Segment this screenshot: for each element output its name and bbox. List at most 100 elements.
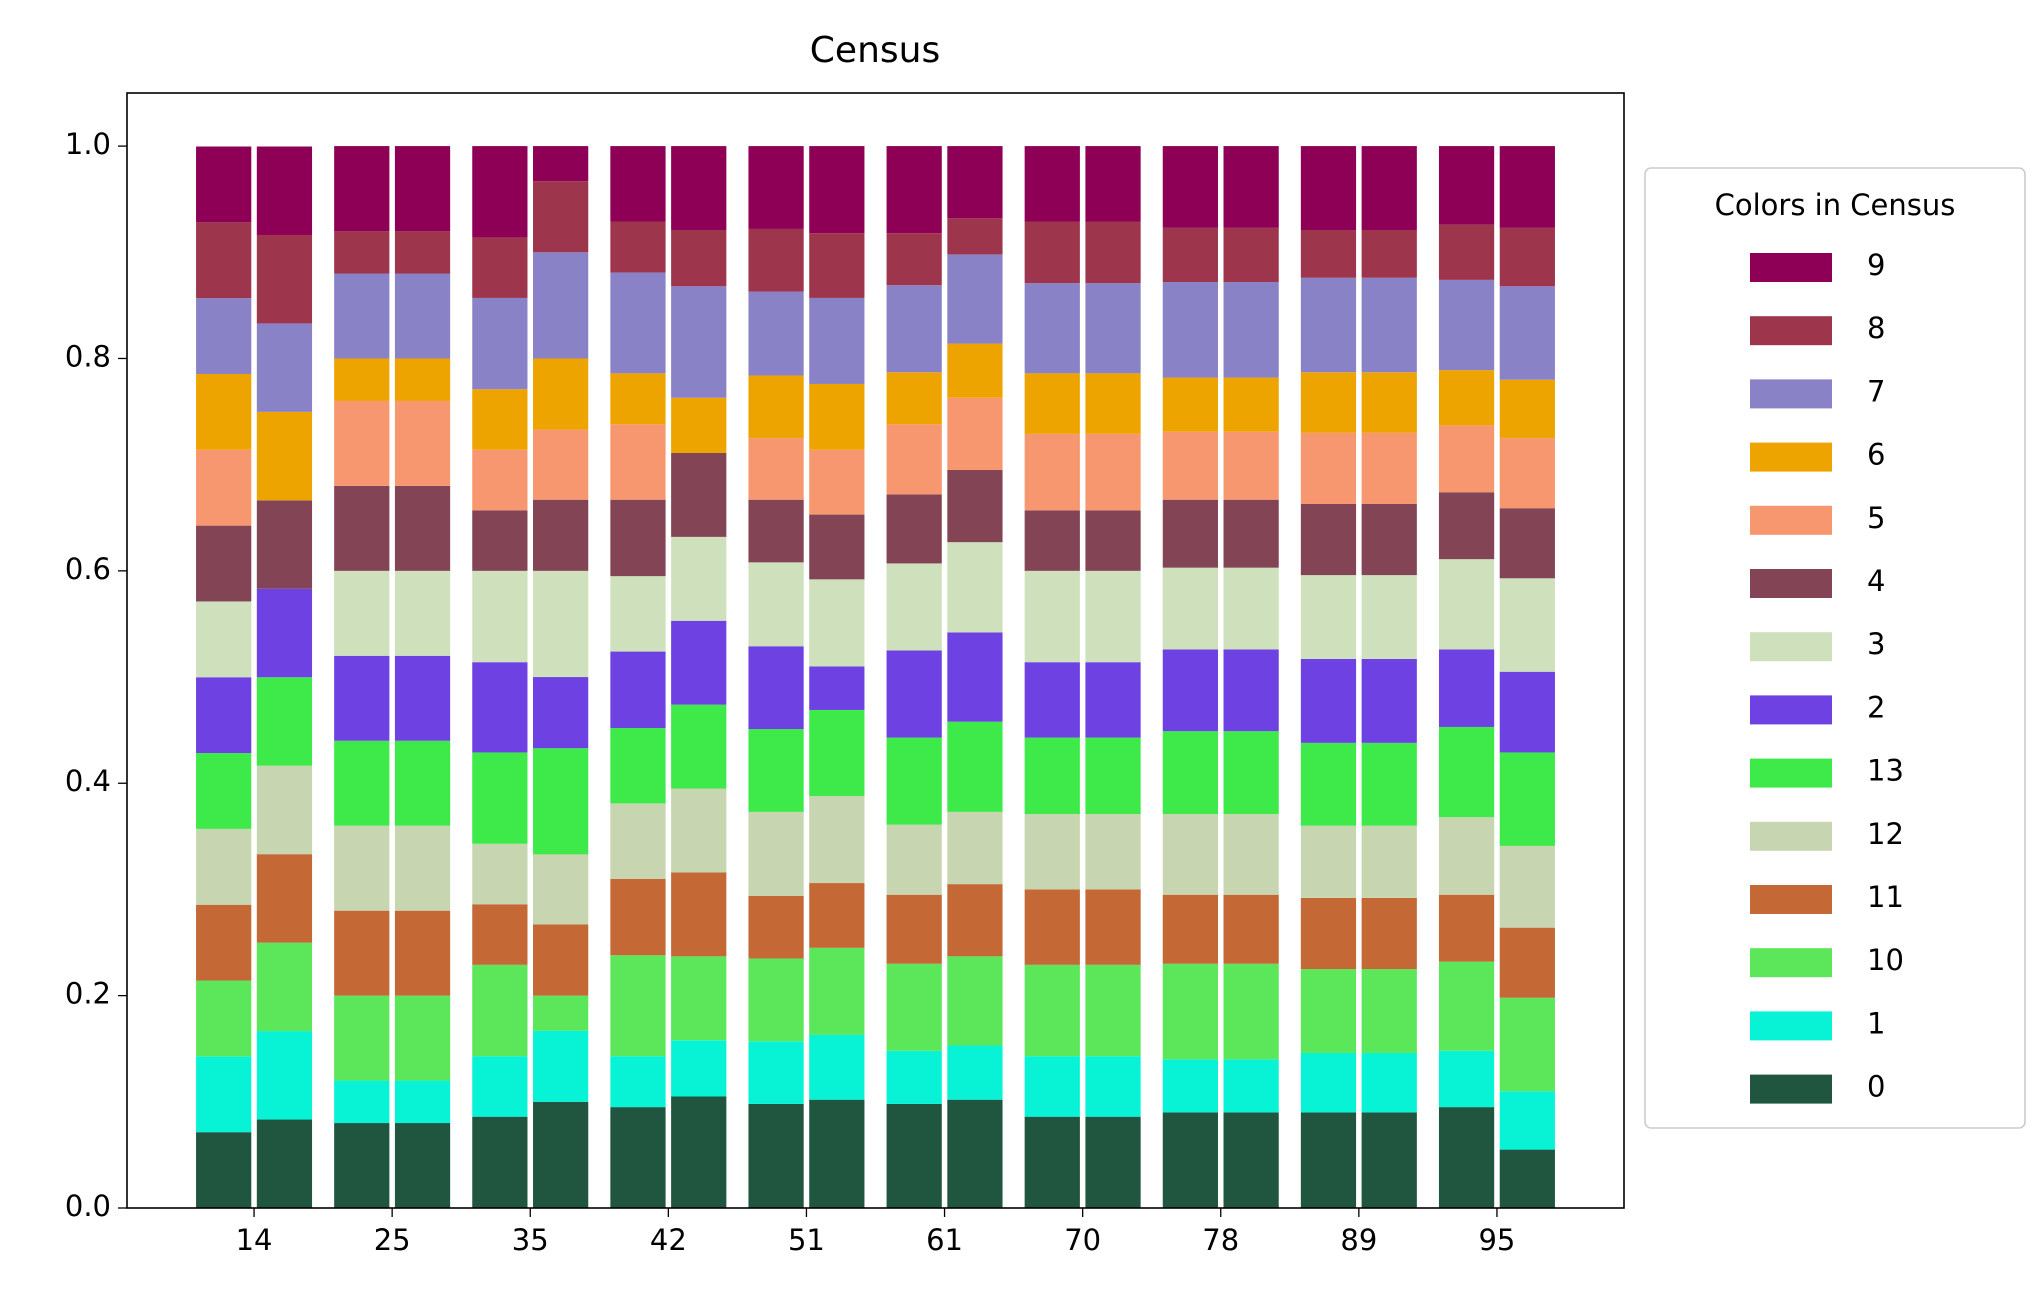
legend-label: 6 [1867,438,1885,472]
bar-segment [1085,1116,1141,1208]
x-tick-label: 89 [1340,1223,1377,1257]
plot-area [196,146,1555,1208]
bar-segment [809,795,865,884]
x-tick-label: 61 [926,1223,963,1257]
legend-box [1644,167,2026,1129]
bar-segment [1085,570,1141,663]
bar-segment [886,146,942,234]
bar-segment [1085,964,1141,1057]
bar-segment [886,650,942,738]
bar-segment [1024,889,1080,965]
bar-segment [1300,146,1357,230]
legend-label: 1 [1867,1006,1885,1040]
bar-segment [1499,1091,1555,1150]
bar-segment [1162,567,1218,650]
bar-segment [1223,963,1279,1060]
bar-segment [334,1123,390,1208]
bar-segment [610,803,666,879]
bar-segment [947,146,1003,219]
bar-segment [809,666,865,710]
bar-segment [394,400,451,486]
bar-segment [256,765,313,855]
bar-segment [1024,1056,1080,1117]
bar-segment [472,904,528,965]
legend-swatch [1750,885,1832,914]
bar-segment [748,438,804,500]
bar-segment [1499,508,1555,579]
bar-segment [947,254,1003,344]
bar-segment [748,375,804,439]
bar-segment [1024,373,1080,434]
y-tick-label: 0.6 [65,552,111,586]
bar-segment [196,298,252,374]
bar-segment [196,601,252,678]
bar-segment [748,811,804,896]
bar-segment [1438,559,1495,650]
bar-segment [533,1101,589,1208]
bar-segment [196,753,252,829]
bar-segment [610,146,666,222]
bar-segment [886,824,942,895]
bar-segment [334,231,390,274]
bar-segment [1438,961,1495,1051]
legend-label: 9 [1867,248,1885,282]
bar-segment [196,677,252,754]
bar-segment [394,1080,451,1124]
x-tick-label: 70 [1064,1223,1101,1257]
bar-segment [394,358,451,401]
bar-segment [1162,227,1218,283]
bar-segment [256,500,313,589]
bar-segment [472,752,528,844]
bar-segment [1085,1056,1141,1117]
bar-segment [1361,432,1417,504]
bar-segment [1300,658,1357,743]
bar-segment [533,252,589,359]
bar-segment [1162,731,1218,815]
bar-segment [671,536,727,621]
bar-segment [1085,373,1141,434]
bar-segment [533,181,589,253]
bar-segment [1300,503,1357,576]
bar-segment [671,956,727,1041]
bar-segment [947,343,1003,398]
bar-segment [1438,279,1495,371]
bar-segment [472,237,528,298]
bar-segment [196,980,252,1057]
bar-segment [1223,282,1279,378]
bar-segment [748,1103,804,1208]
bar-segment [947,811,1003,885]
bar-segment [533,854,589,925]
bar-segment [809,947,865,1035]
legend-label: 12 [1867,817,1904,851]
bar-segment [196,904,252,981]
bar-segment [610,1056,666,1108]
bar-segment [947,542,1003,633]
bar-segment [610,1107,666,1208]
y-tick-label: 1.0 [65,127,111,161]
bar-segment [1361,825,1417,898]
bar-segment [1361,1052,1417,1113]
bar-segment [1223,567,1279,650]
bar-segment [1085,889,1141,965]
bar-segment [748,228,804,292]
bar-segment [1300,372,1357,433]
bar-segment [334,740,390,826]
bar-segment [1300,277,1357,373]
bar-segment [886,1103,942,1208]
bar-segment [610,221,666,273]
bar-segment [334,655,390,741]
legend-label: 2 [1867,690,1885,724]
bar-segment [334,825,390,911]
legend-swatch [1750,442,1832,472]
bar-segment [196,1132,252,1208]
bar-segment [1024,433,1080,511]
bar-segment [1162,963,1218,1060]
bar-segment [748,1041,804,1104]
bar-segment [671,1040,727,1097]
bar-segment [472,964,528,1057]
legend-label: 8 [1867,311,1885,345]
legend-swatch [1750,253,1832,282]
bar-segment [1162,282,1218,378]
bar-segment [610,955,666,1057]
bar-segment [1499,578,1555,672]
